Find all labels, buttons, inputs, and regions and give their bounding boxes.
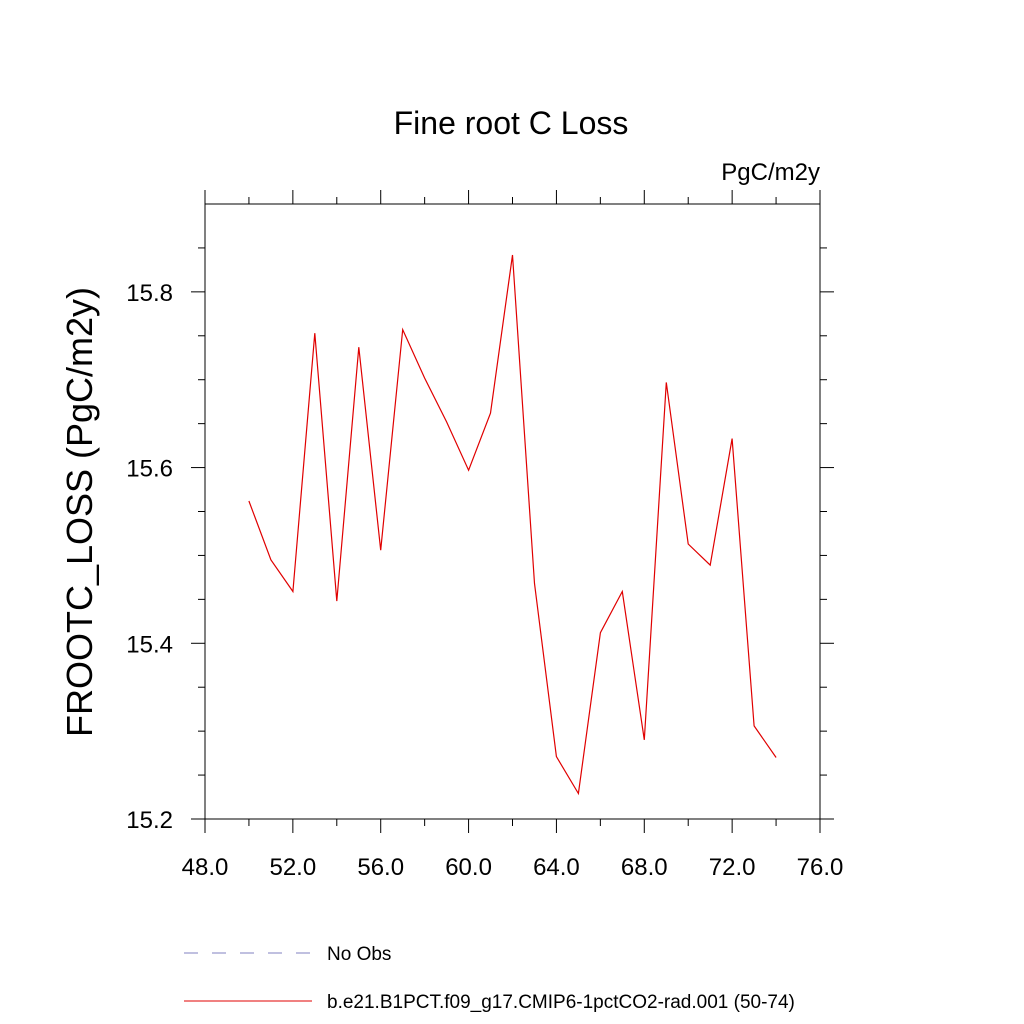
legend-label: No Obs [327, 944, 391, 965]
y-tick-label: 15.6 [126, 456, 173, 483]
y-tick-label: 15.4 [126, 631, 173, 658]
plot-frame [204, 203, 821, 820]
x-tick-label: 56.0 [357, 854, 404, 881]
y-tick-label: 15.8 [126, 280, 173, 307]
units-label: PgC/m2y [721, 159, 820, 186]
x-tick-label: 52.0 [269, 854, 316, 881]
axis-tick-labels: 48.0 52.0 56.0 60.0 64.0 68.0 72.0 76.0 15.2 15.4… [126, 280, 843, 881]
x-tick-label: 76.0 [797, 854, 844, 881]
x-tick-label: 60.0 [445, 854, 492, 881]
x-tick-label: 72.0 [709, 854, 756, 881]
x-tick-label: 64.0 [533, 854, 580, 881]
y-axis-label: FROOTC_LOSS (PgC/m2y) [59, 287, 100, 737]
y-tick-label: 15.2 [126, 807, 173, 834]
legend-label: b.e21.B1PCT.f09_g17.CMIP6-1pctCO2-rad.00… [327, 992, 795, 1013]
series-line [248, 254, 777, 796]
x-tick-label: 68.0 [621, 854, 668, 881]
series-lines [248, 254, 777, 796]
x-tick-label: 48.0 [182, 854, 229, 881]
axis-ticks [191, 190, 834, 833]
chart-title: Fine root C Loss [394, 105, 629, 141]
legend: No Obs b.e21.B1PCT.f09_g17.CMIP6-1pctCO2-… [184, 944, 795, 1013]
